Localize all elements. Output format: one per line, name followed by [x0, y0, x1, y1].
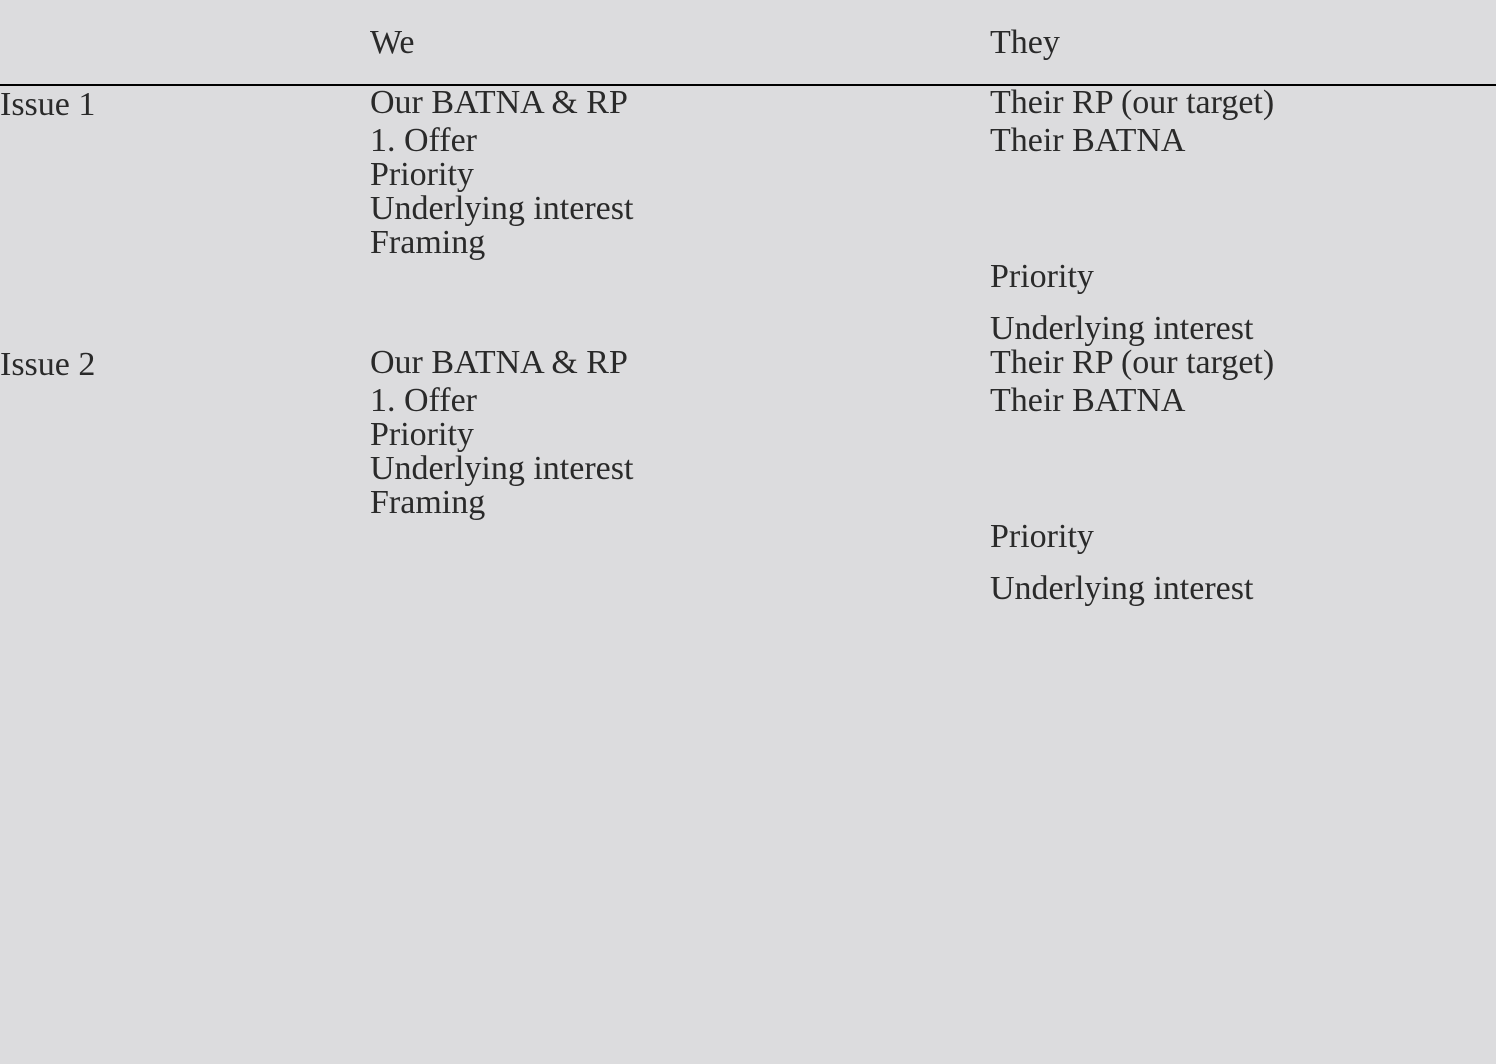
they-cell: Their RP (our target): [990, 346, 1496, 384]
they-cell: Their RP (our target): [990, 85, 1496, 124]
table-row: 1. Offer Their BATNA: [0, 384, 1496, 418]
table-row: Priority: [0, 418, 1496, 452]
table-row: Issue 1 Our BATNA & RP Their RP (our tar…: [0, 85, 1496, 124]
they-cell: Priority: [990, 520, 1496, 572]
negotiation-table: We They Issue 1 Our BATNA & RP Their RP …: [0, 0, 1496, 606]
table-row: Issue 2 Our BATNA & RP Their RP (our tar…: [0, 346, 1496, 384]
we-cell: Our BATNA & RP: [370, 346, 990, 384]
issue-label: Issue 1: [0, 85, 370, 124]
table-row: Priority: [0, 520, 1496, 572]
we-cell: 1. Offer: [370, 384, 990, 418]
table-row: Framing: [0, 486, 1496, 520]
we-cell: Framing: [370, 226, 990, 260]
they-cell: Their BATNA: [990, 384, 1496, 418]
issue-label: Issue 2: [0, 346, 370, 384]
we-cell: Framing: [370, 486, 990, 520]
col-header-blank: [0, 0, 370, 85]
table-row: 1. Offer Their BATNA: [0, 124, 1496, 158]
table-header-row: We They: [0, 0, 1496, 85]
col-header-we: We: [370, 0, 990, 85]
we-cell: Priority: [370, 158, 990, 192]
they-cell: Priority: [990, 260, 1496, 312]
table-row: Underlying interest: [0, 572, 1496, 606]
we-cell: Underlying interest: [370, 452, 990, 486]
table-row: Priority: [0, 158, 1496, 192]
we-cell: Our BATNA & RP: [370, 85, 990, 124]
we-cell: Underlying interest: [370, 192, 990, 226]
table-row: Underlying interest: [0, 312, 1496, 346]
they-cell: Underlying interest: [990, 312, 1496, 346]
table-row: Framing: [0, 226, 1496, 260]
table-row: Underlying interest: [0, 192, 1496, 226]
we-cell: 1. Offer: [370, 124, 990, 158]
they-cell: Underlying interest: [990, 572, 1496, 606]
table-row: Underlying interest: [0, 452, 1496, 486]
table-row: Priority: [0, 260, 1496, 312]
col-header-they: They: [990, 0, 1496, 85]
they-cell: Their BATNA: [990, 124, 1496, 158]
we-cell: Priority: [370, 418, 990, 452]
